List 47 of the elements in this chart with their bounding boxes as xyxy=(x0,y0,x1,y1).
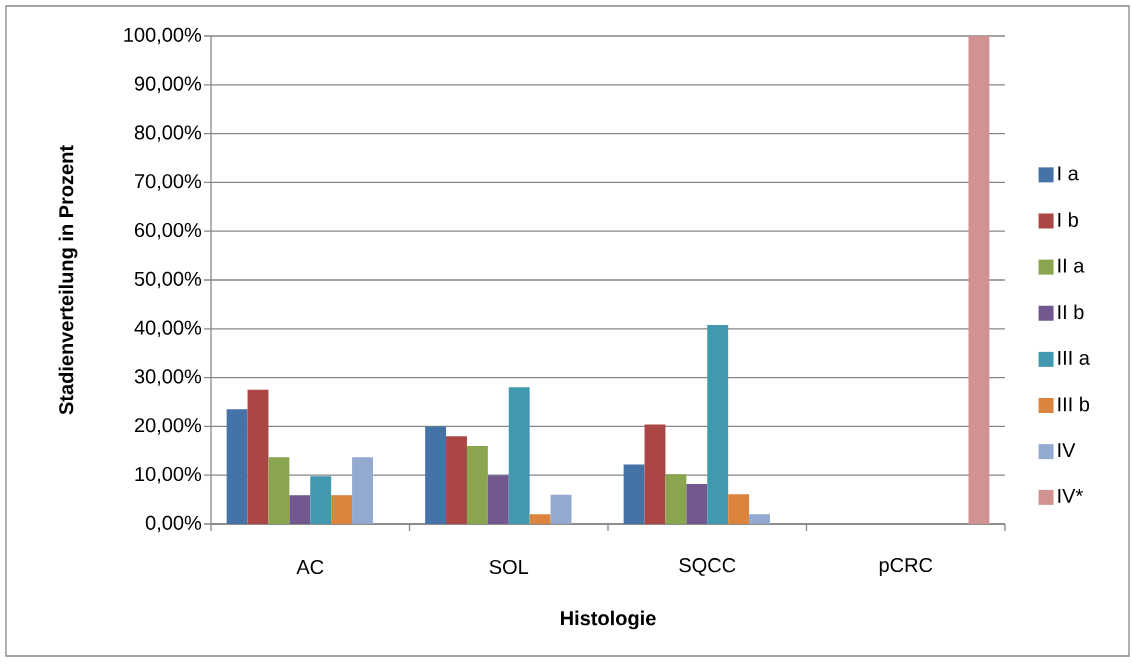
bar xyxy=(728,494,750,524)
y-tick-label: 100,00% xyxy=(124,27,202,45)
y-tick-label: 90,00% xyxy=(134,76,202,94)
bar xyxy=(446,436,467,524)
bar xyxy=(226,409,248,524)
bar xyxy=(331,495,353,524)
bar xyxy=(686,483,708,524)
y-tick-label: 40,00% xyxy=(134,320,202,338)
legend-label: III a xyxy=(1058,350,1090,365)
legend-label: IV xyxy=(1058,443,1076,457)
y-axis-title: Stadienverteilung in Prozent xyxy=(58,145,78,415)
bar xyxy=(487,475,509,524)
bar xyxy=(268,457,290,524)
legend-label: II b xyxy=(1058,304,1084,320)
bar xyxy=(425,426,447,524)
bar xyxy=(310,476,332,524)
bar xyxy=(352,457,373,524)
bar xyxy=(665,474,687,524)
x-tick-label: SQCC xyxy=(679,558,736,576)
x-tick-label: AC xyxy=(296,559,324,575)
x-axis-title: Histologie xyxy=(561,610,656,630)
y-tick-label: 80,00% xyxy=(134,125,202,142)
bar xyxy=(247,389,269,524)
bar xyxy=(644,424,666,524)
legend-label: III b xyxy=(1058,396,1090,412)
y-tick-label: 50,00% xyxy=(134,271,202,289)
bar xyxy=(623,464,645,524)
y-tick-label: 70,00% xyxy=(135,174,202,191)
y-tick-label: 0,00% xyxy=(145,515,202,533)
y-tick-label: 30,00% xyxy=(134,369,202,386)
bar xyxy=(550,494,572,524)
y-tick-label: 60,00% xyxy=(134,222,202,240)
y-tick-label: 10,00% xyxy=(135,466,202,484)
bar xyxy=(508,387,530,524)
legend-label: I a xyxy=(1058,166,1079,181)
legend-label: II a xyxy=(1058,258,1085,273)
bar xyxy=(968,35,990,524)
x-tick-label: SOL xyxy=(489,559,529,575)
bar xyxy=(749,514,770,524)
y-tick-label: 20,00% xyxy=(134,418,202,435)
bar xyxy=(466,445,488,524)
bar xyxy=(289,495,311,524)
bar xyxy=(707,324,729,524)
legend-label: I b xyxy=(1058,212,1078,227)
bar xyxy=(529,514,551,524)
legend-label: IV* xyxy=(1058,488,1083,503)
x-tick-label: pCRC xyxy=(879,557,933,577)
